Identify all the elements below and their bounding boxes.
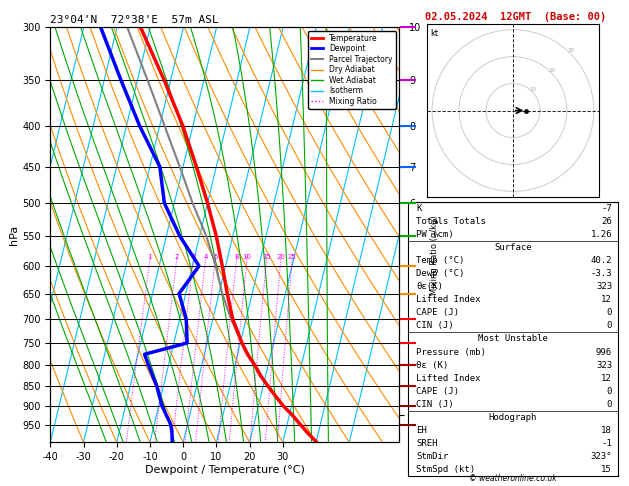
Text: 323: 323	[596, 361, 612, 370]
Text: K: K	[416, 204, 421, 213]
Text: EH: EH	[416, 426, 426, 435]
Text: CIN (J): CIN (J)	[416, 321, 454, 330]
Text: 996: 996	[596, 347, 612, 357]
Text: θε (K): θε (K)	[416, 361, 448, 370]
Text: CAPE (J): CAPE (J)	[416, 308, 459, 317]
Text: 5: 5	[213, 254, 218, 260]
Text: 12: 12	[601, 374, 612, 382]
Text: 3: 3	[191, 254, 196, 260]
Text: 18: 18	[601, 426, 612, 435]
Text: 30: 30	[568, 48, 575, 53]
Text: 0: 0	[606, 321, 612, 330]
Text: -7: -7	[601, 204, 612, 213]
Text: 2: 2	[174, 254, 179, 260]
Text: 8: 8	[234, 254, 238, 260]
Text: StmDir: StmDir	[416, 452, 448, 461]
Text: Lifted Index: Lifted Index	[416, 295, 481, 304]
Text: CIN (J): CIN (J)	[416, 400, 454, 409]
Text: Pressure (mb): Pressure (mb)	[416, 347, 486, 357]
Text: StmSpd (kt): StmSpd (kt)	[416, 465, 475, 474]
Text: Surface: Surface	[494, 243, 532, 252]
Text: SREH: SREH	[416, 439, 438, 448]
Text: 10: 10	[529, 87, 536, 92]
Text: Mixing Ratio (g/kg): Mixing Ratio (g/kg)	[430, 215, 438, 295]
Text: PW (cm): PW (cm)	[416, 230, 454, 239]
X-axis label: Dewpoint / Temperature (°C): Dewpoint / Temperature (°C)	[145, 465, 305, 475]
Text: Dewp (°C): Dewp (°C)	[416, 269, 464, 278]
Y-axis label: km
ASL: km ASL	[423, 226, 444, 243]
Text: 0: 0	[606, 387, 612, 396]
Text: 0: 0	[606, 400, 612, 409]
Text: kt: kt	[430, 30, 438, 38]
Text: 15: 15	[262, 254, 271, 260]
Text: 1.26: 1.26	[591, 230, 612, 239]
Text: Totals Totals: Totals Totals	[416, 217, 486, 226]
Text: 20: 20	[548, 68, 555, 73]
Text: -3.3: -3.3	[591, 269, 612, 278]
Text: Most Unstable: Most Unstable	[478, 334, 548, 344]
Text: 10: 10	[242, 254, 252, 260]
Text: Lifted Index: Lifted Index	[416, 374, 481, 382]
Text: 02.05.2024  12GMT  (Base: 00): 02.05.2024 12GMT (Base: 00)	[425, 12, 606, 22]
Text: 25: 25	[287, 254, 296, 260]
Y-axis label: hPa: hPa	[9, 225, 19, 244]
Text: θε(K): θε(K)	[416, 282, 443, 291]
Text: CAPE (J): CAPE (J)	[416, 387, 459, 396]
Text: Hodograph: Hodograph	[489, 413, 537, 422]
Text: 0: 0	[606, 308, 612, 317]
Text: © weatheronline.co.uk: © weatheronline.co.uk	[469, 473, 557, 483]
Text: 15: 15	[601, 465, 612, 474]
Text: 323°: 323°	[591, 452, 612, 461]
Text: 1: 1	[148, 254, 152, 260]
Text: -1: -1	[601, 439, 612, 448]
Text: 23°04'N  72°38'E  57m ASL: 23°04'N 72°38'E 57m ASL	[50, 15, 219, 25]
Text: 26: 26	[601, 217, 612, 226]
Legend: Temperature, Dewpoint, Parcel Trajectory, Dry Adiabat, Wet Adiabat, Isotherm, Mi: Temperature, Dewpoint, Parcel Trajectory…	[308, 31, 396, 109]
Text: 323: 323	[596, 282, 612, 291]
Text: 4: 4	[203, 254, 208, 260]
Text: 40.2: 40.2	[591, 256, 612, 265]
Text: Temp (°C): Temp (°C)	[416, 256, 464, 265]
Text: 20: 20	[276, 254, 285, 260]
Text: 12: 12	[601, 295, 612, 304]
